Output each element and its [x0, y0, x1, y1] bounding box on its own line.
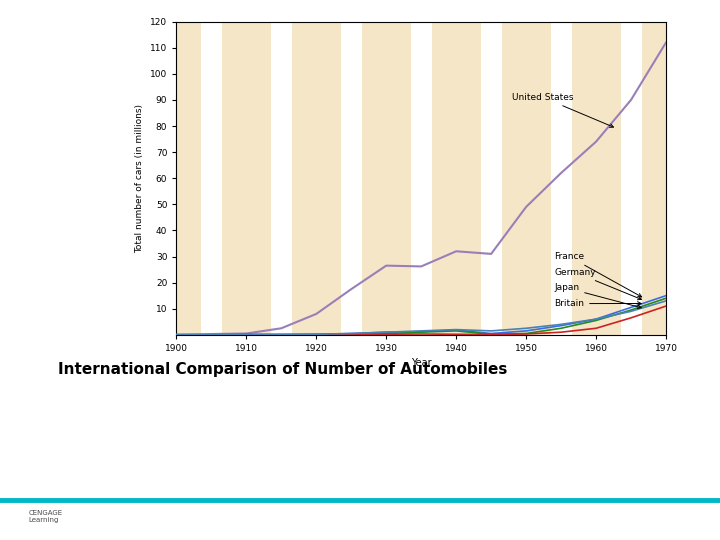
Bar — [596, 22, 666, 335]
Bar — [246, 22, 316, 335]
Bar — [481, 22, 502, 335]
Text: France: France — [554, 252, 642, 297]
Text: Britain: Britain — [554, 299, 641, 308]
Bar — [386, 22, 456, 335]
Bar — [526, 22, 596, 335]
Text: Germany: Germany — [554, 268, 642, 300]
Bar — [176, 22, 246, 335]
Text: Japan: Japan — [554, 284, 642, 308]
Bar — [456, 22, 526, 335]
Bar — [316, 22, 386, 335]
Text: International Comparison of Number of Automobiles: International Comparison of Number of Au… — [58, 362, 507, 377]
Bar — [271, 22, 292, 335]
Text: United States: United States — [512, 93, 613, 127]
Bar — [621, 22, 642, 335]
Bar — [316, 22, 386, 335]
Bar — [410, 22, 432, 335]
Bar — [201, 22, 222, 335]
Text: CENGAGE
Learning: CENGAGE Learning — [29, 510, 63, 523]
Bar — [176, 22, 246, 335]
Y-axis label: Total number of cars (in millions): Total number of cars (in millions) — [135, 104, 145, 253]
Bar — [341, 22, 361, 335]
X-axis label: Year: Year — [411, 359, 431, 368]
Bar — [596, 22, 666, 335]
Bar — [551, 22, 572, 335]
Bar — [456, 22, 526, 335]
